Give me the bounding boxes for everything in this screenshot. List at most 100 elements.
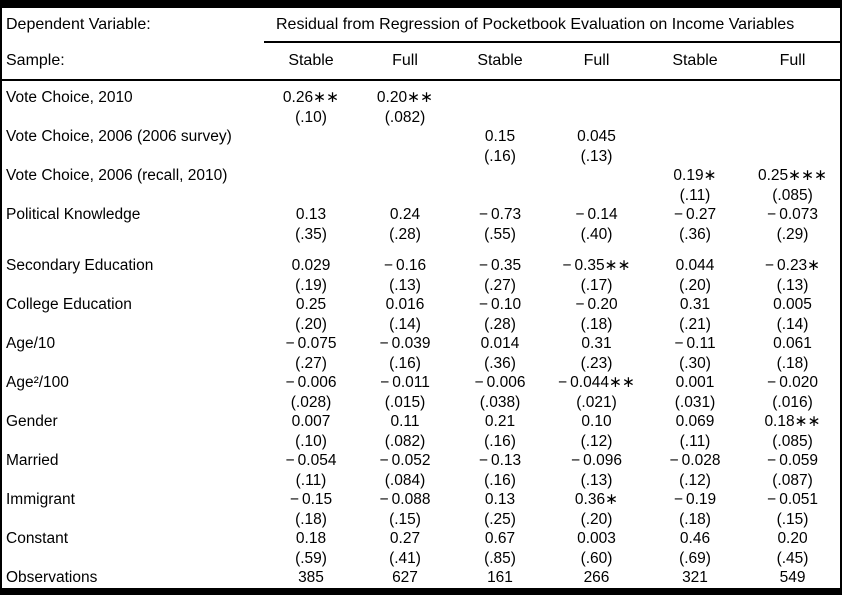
se-cell: (.18) (679, 510, 711, 528)
coef-cell: 0.25 (295, 296, 327, 313)
coef-cell (745, 80, 840, 108)
coef-cell: − 0.35 (478, 257, 522, 274)
row-label: Secondary Education (6, 257, 154, 274)
coef-cell: − 0.006 (285, 374, 337, 391)
se-cell: (.41) (389, 549, 421, 567)
coef-cell (745, 127, 840, 147)
se-cell: (.084) (384, 471, 426, 489)
se-cell: (.85) (484, 549, 516, 567)
coef-cell: − 0.13 (478, 452, 522, 469)
column-header-full-3: Full (745, 42, 841, 81)
coef-cell: 0.20∗∗ (376, 89, 434, 106)
se-cell: (.27) (484, 276, 516, 294)
obs-cell: 627 (392, 569, 418, 586)
row-label-spacer (2, 276, 264, 296)
table-row-coef: College Education 0.25 0.016 − 0.10 − 0.… (2, 295, 840, 315)
row-label-spacer (2, 393, 264, 413)
row-label: Age/10 (6, 335, 56, 352)
se-cell: (.17) (580, 276, 613, 294)
coef-cell (452, 166, 548, 186)
table-row-coef: Age²/100 − 0.006 − 0.011 − 0.006 − 0.044… (2, 373, 840, 393)
table-row-se: (.18) (.15) (.25) (.20) (.18) (.15) (2, 510, 840, 530)
row-label-spacer (2, 432, 264, 452)
coef-cell: 0.46 (679, 530, 711, 547)
se-cell: (.21) (679, 315, 711, 333)
table-row-se: (.028) (.015) (.038) (.021) (.031) (.016… (2, 393, 840, 413)
row-label-spacer (2, 225, 264, 245)
se-cell: (.28) (389, 225, 421, 243)
coef-cell (452, 80, 548, 108)
se-cell: (.16) (484, 471, 516, 489)
row-label: College Education (6, 296, 132, 313)
se-cell: (.087) (772, 471, 813, 489)
column-header-full-2: Full (548, 42, 645, 81)
row-label: Vote Choice, 2006 (2006 survey) (6, 128, 232, 145)
column-header-stable-2: Stable (452, 42, 548, 81)
table-row-coef: Immigrant − 0.15 − 0.088 0.13 0.36∗ − 0.… (2, 490, 840, 510)
row-label: Constant (6, 530, 69, 547)
se-cell: (.031) (674, 393, 716, 411)
se-cell: (.59) (295, 549, 327, 567)
se-cell: (.16) (484, 432, 516, 450)
coef-cell: − 0.011 (380, 374, 430, 391)
coef-cell: − 0.044∗∗ (558, 374, 635, 391)
row-label: Married (6, 452, 59, 469)
coef-cell (358, 127, 452, 147)
coef-cell: − 0.20 (575, 296, 618, 313)
coef-cell: − 0.14 (575, 206, 618, 223)
coef-cell: 0.15 (484, 128, 516, 145)
se-cell: (.30) (679, 354, 711, 372)
coef-cell: 0.31 (679, 296, 711, 313)
coef-cell (645, 80, 745, 108)
row-label: Observations (6, 569, 98, 586)
se-cell: (.14) (776, 315, 809, 333)
table-row-coef: Political Knowledge 0.13 0.24 − 0.73 − 0… (2, 205, 840, 225)
obs-cell: 161 (487, 569, 513, 586)
coef-cell: − 0.15 (289, 491, 333, 508)
coef-cell: − 0.27 (673, 206, 717, 223)
se-cell: (.55) (484, 225, 516, 243)
row-label: Vote Choice, 2006 (recall, 2010) (6, 167, 228, 184)
table-row-se: (.35) (.28) (.55) (.40) (.36) (.29) (2, 225, 840, 245)
table-row-coef: Secondary Education 0.029 − 0.16 − 0.35 … (2, 244, 840, 276)
coef-cell: 0.13 (484, 491, 516, 508)
sample-label: Sample: (2, 42, 264, 81)
se-cell: (.40) (580, 225, 613, 243)
coef-cell: − 0.11 (674, 335, 716, 352)
table-row-se: (.11) (.085) (2, 186, 840, 206)
row-label: Age²/100 (6, 374, 69, 391)
se-cell (548, 108, 645, 128)
coef-cell: 0.003 (577, 530, 616, 547)
coef-cell: − 0.059 (767, 452, 818, 469)
se-cell (358, 186, 452, 206)
table-row-coef: Vote Choice, 2006 (recall, 2010) 0.19∗ 0… (2, 166, 840, 186)
coef-cell: − 0.10 (478, 296, 522, 313)
coef-cell: 0.67 (484, 530, 516, 547)
coef-cell: − 0.088 (379, 491, 431, 508)
coef-cell: − 0.051 (767, 491, 818, 508)
se-cell: (.18) (295, 510, 327, 528)
coef-cell: − 0.039 (379, 335, 431, 352)
coef-cell: 0.36∗ (574, 491, 619, 508)
se-cell (745, 147, 840, 167)
coef-cell: 0.13 (295, 206, 327, 223)
se-cell: (.038) (479, 393, 521, 411)
se-cell: (.15) (776, 510, 809, 528)
coef-cell (358, 166, 452, 186)
row-label-spacer (2, 510, 264, 530)
se-cell: (.13) (580, 471, 613, 489)
se-cell (358, 147, 452, 167)
coef-cell: − 0.006 (474, 374, 526, 391)
coef-cell: 0.21 (484, 413, 516, 430)
coef-cell: − 0.054 (285, 452, 337, 469)
se-cell: (.14) (389, 315, 421, 333)
coef-cell: 0.014 (480, 335, 520, 352)
se-cell: (.28) (484, 315, 516, 333)
se-cell: (.18) (776, 354, 809, 372)
coef-cell: 0.26∗∗ (282, 89, 340, 106)
table-row-observations: Observations 385 627 161 266 321 549 (2, 568, 840, 588)
se-cell (645, 147, 745, 167)
regression-table: Dependent Variable: Residual from Regres… (2, 8, 841, 588)
se-cell: (.10) (295, 432, 327, 450)
